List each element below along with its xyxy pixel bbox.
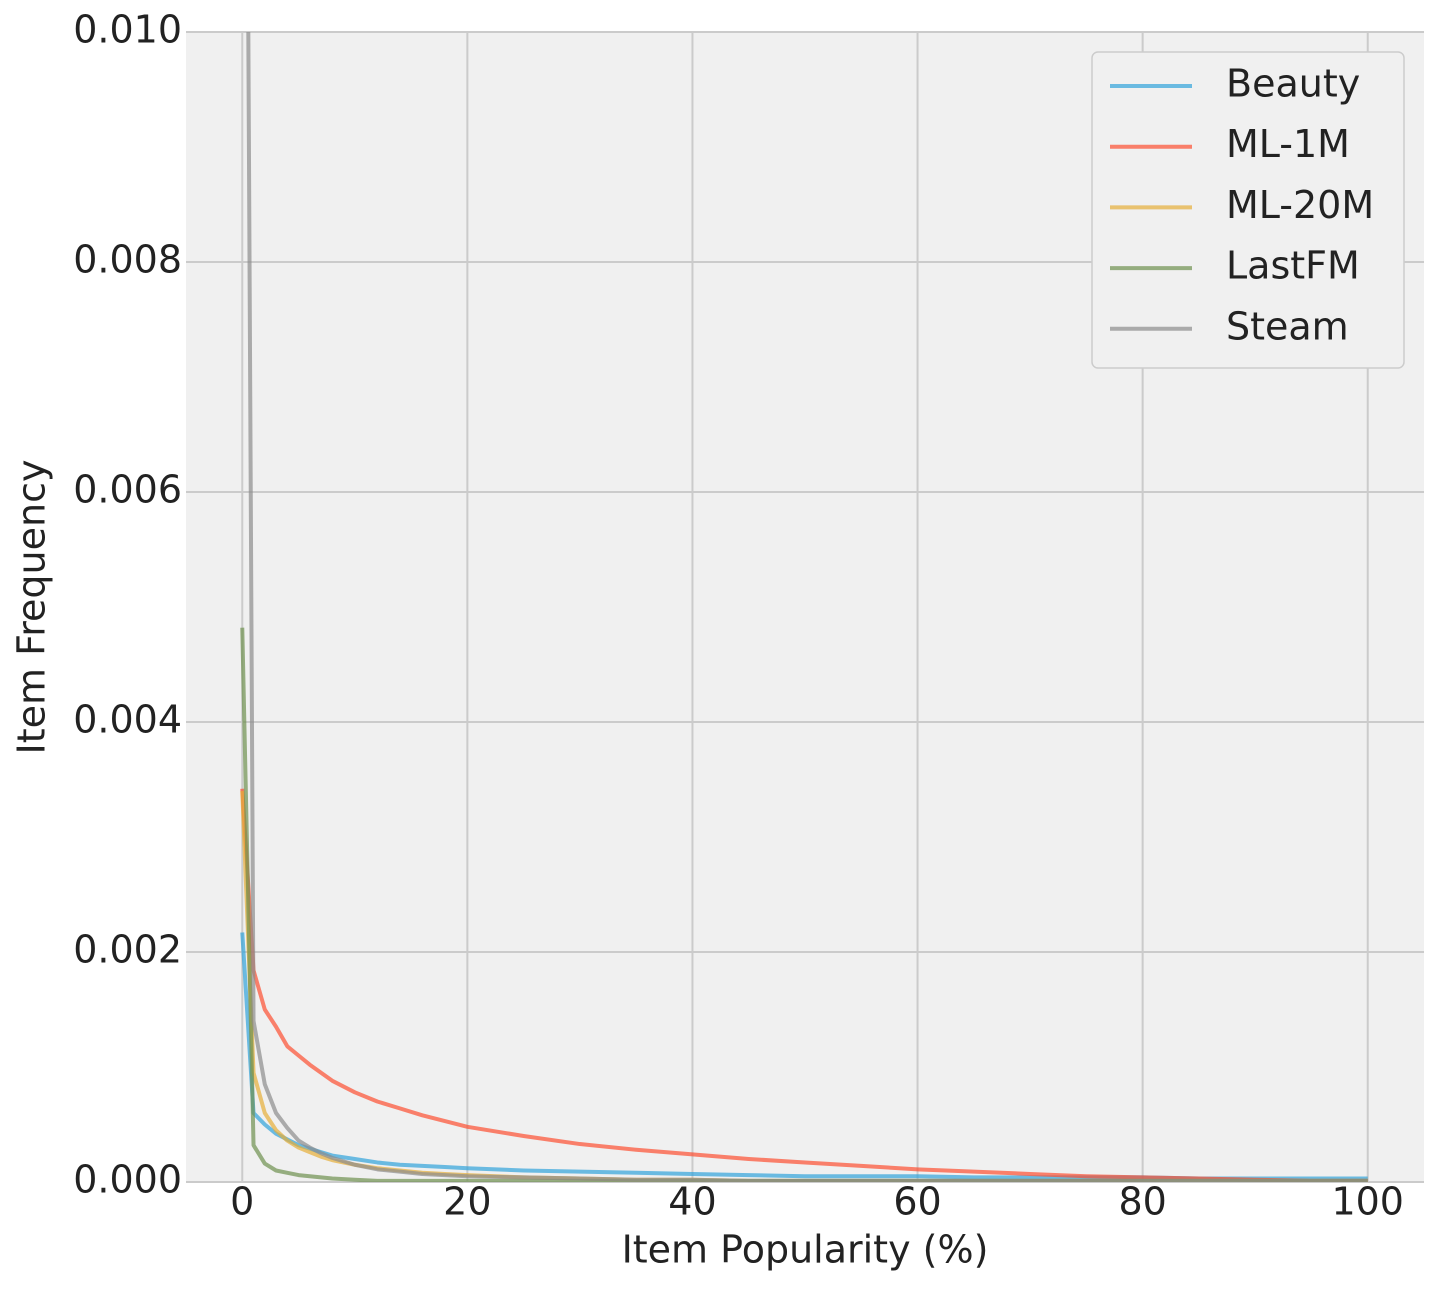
grid (186, 31, 1424, 1183)
x-tick-label: 20 (443, 1180, 491, 1224)
x-tick-label: 100 (1331, 1180, 1404, 1224)
lines (240, 32, 1368, 1182)
x-tick-label: 0 (230, 1180, 254, 1224)
legend-label: ML-1M (1226, 122, 1350, 166)
legend-label: Beauty (1226, 62, 1360, 106)
y-tick-label: 0.008 (73, 238, 182, 282)
x-tick-label: 80 (1118, 1180, 1166, 1224)
x-tick-label: 40 (668, 1180, 716, 1224)
y-tick-label: 0.000 (73, 1158, 182, 1202)
legend-label: Steam (1226, 304, 1349, 348)
series-line (240, 788, 1368, 1182)
y-tick-label: 0.004 (73, 698, 182, 742)
y-tick-label: 0.010 (73, 8, 182, 52)
legend: Beauty ML-1M ML-20M LastFM Steam (1091, 51, 1405, 369)
legend-label: ML-20M (1226, 183, 1374, 227)
labels: 0.000 0.002 0.004 0.006 0.008 0.010 0 20 40 60 80 1… (73, 8, 1404, 1224)
x-axis-label: Item Popularity (%) (622, 1228, 989, 1272)
y-tick-label: 0.002 (73, 928, 182, 972)
y-axis-label: Item Frequency (10, 460, 54, 755)
y-tick-label: 0.006 (73, 468, 182, 512)
legend-box (1091, 51, 1405, 369)
legend-label: LastFM (1226, 244, 1360, 288)
x-tick-label: 60 (893, 1180, 941, 1224)
series-line (246, 32, 1368, 1182)
